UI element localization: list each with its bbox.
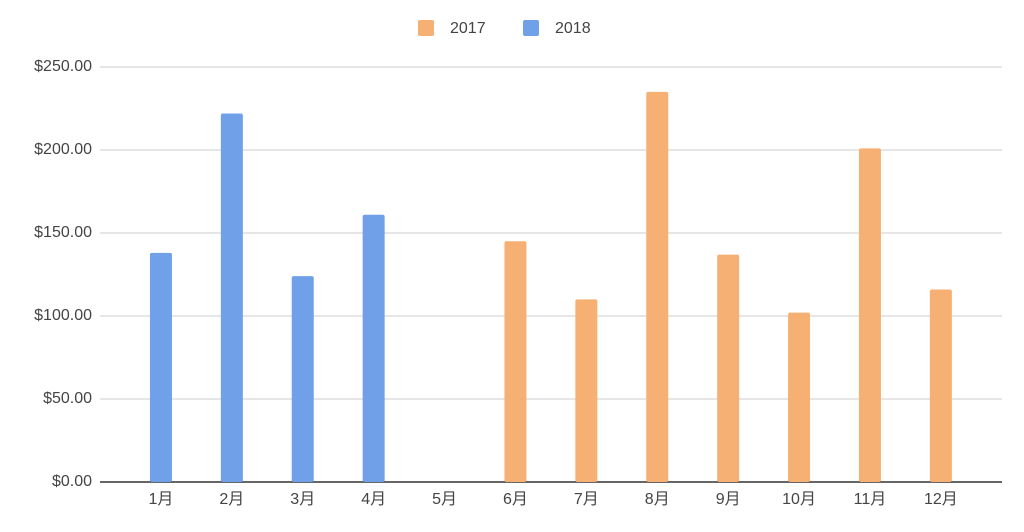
- y-tick-label: $200.00: [34, 141, 92, 158]
- x-tick-label: 11月: [854, 491, 887, 508]
- bar: [788, 312, 811, 482]
- x-tick-label: 12月: [924, 491, 958, 508]
- x-tick-label: 3月: [290, 491, 315, 508]
- bar: [858, 148, 881, 482]
- y-tick-label: $0.00: [52, 473, 92, 490]
- x-tick-label: 4月: [361, 491, 386, 508]
- bar: [929, 289, 952, 482]
- x-tick-label: 9月: [716, 491, 741, 508]
- legend-label: 2018: [555, 20, 591, 37]
- y-tick-label: $250.00: [34, 58, 92, 75]
- legend-swatch: [523, 20, 539, 36]
- bar: [362, 214, 385, 483]
- bar: [149, 252, 172, 482]
- x-tick-label: 8月: [645, 491, 670, 508]
- x-tick-label: 7月: [574, 491, 599, 508]
- bar: [646, 91, 669, 483]
- bar: [504, 241, 527, 482]
- x-tick-label: 5月: [432, 491, 457, 508]
- bar: [717, 254, 740, 482]
- legend-swatch: [418, 20, 434, 36]
- x-tick-label: 6月: [503, 491, 528, 508]
- y-tick-label: $50.00: [43, 390, 92, 407]
- y-tick-label: $150.00: [34, 224, 92, 241]
- x-tick-label: 2月: [219, 491, 244, 508]
- bar: [575, 299, 598, 482]
- bar: [220, 113, 243, 482]
- legend-label: 2017: [450, 20, 486, 37]
- x-tick-label: 10月: [782, 491, 816, 508]
- bar: [291, 276, 314, 482]
- x-tick-label: 1月: [148, 491, 173, 508]
- y-tick-label: $100.00: [34, 307, 92, 324]
